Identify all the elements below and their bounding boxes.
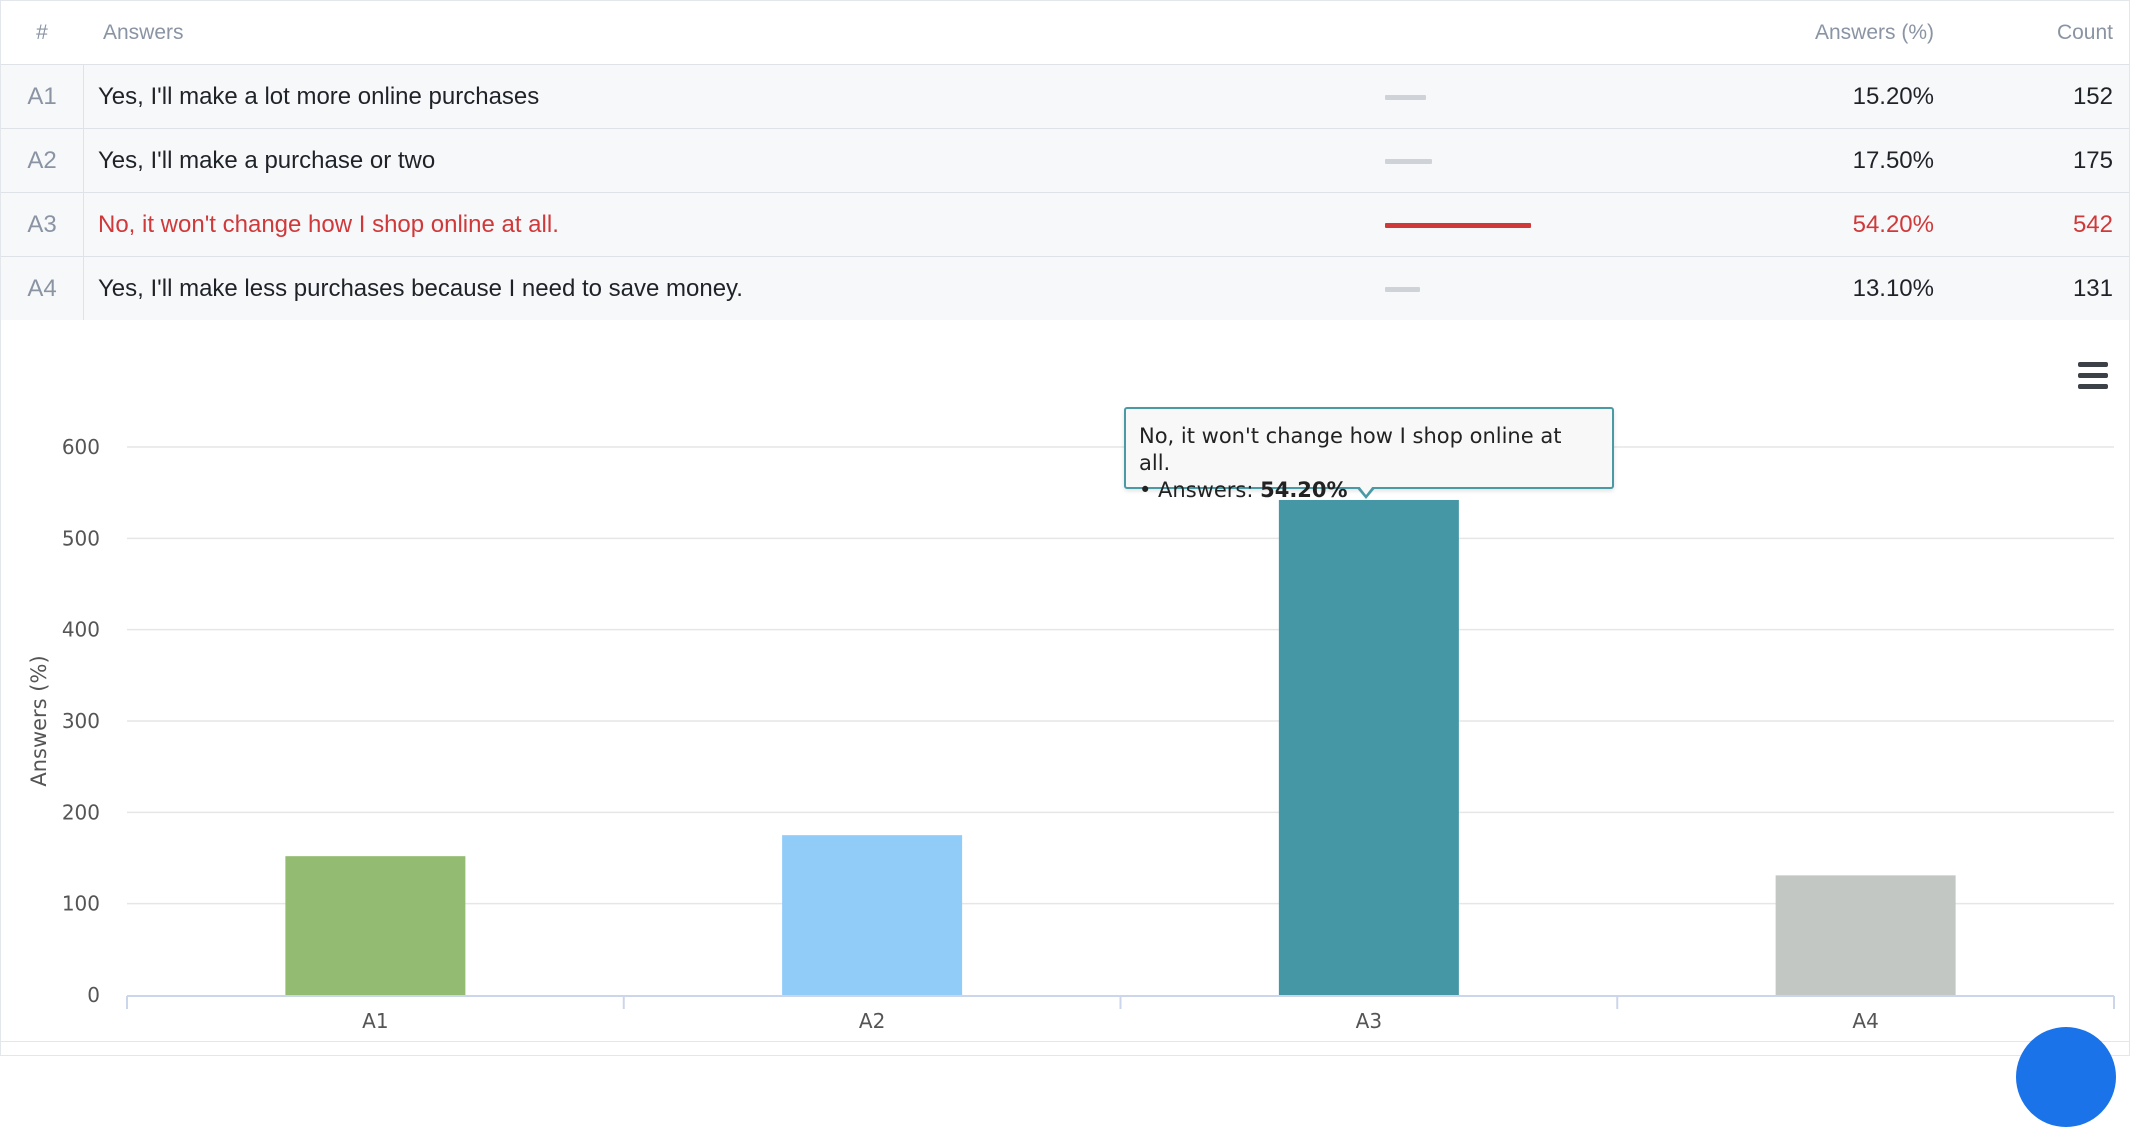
y-tick-label: 400: [62, 618, 100, 642]
x-tick-label: A4: [1852, 1009, 1878, 1033]
tooltip-title: No, it won't change how I shop online at…: [1139, 424, 1562, 475]
table-row[interactable]: A2 Yes, I'll make a purchase or two 17.50%…: [1, 129, 2129, 193]
header-number: #: [36, 21, 48, 44]
x-tick-label: A3: [1356, 1009, 1382, 1033]
chart-tooltip: No, it won't change how I shop online at…: [1124, 407, 1614, 502]
bar-a3[interactable]: [1278, 499, 1459, 995]
bottom-divider: [0, 1041, 2130, 1042]
row-share-bar: [1385, 287, 1420, 292]
row-id: A4: [1, 257, 84, 320]
row-id: A2: [1, 129, 84, 192]
row-answer-text: Yes, I'll make less purchases because I …: [98, 275, 743, 302]
header-answers[interactable]: Answers: [103, 21, 184, 44]
tooltip-label: • Answers:: [1139, 478, 1261, 502]
bar-a1[interactable]: [285, 856, 466, 995]
table-header: # Answers Answers (%) Count: [1, 1, 2129, 65]
row-percent: 15.20%: [1852, 83, 1934, 110]
x-tick-label: A1: [362, 1009, 388, 1033]
row-id: A3: [1, 193, 84, 256]
header-percent[interactable]: Answers (%): [1814, 21, 1934, 44]
y-tick-label: 200: [62, 800, 100, 824]
bar-a2[interactable]: [782, 835, 963, 995]
tooltip-value-line: • Answers: 54.20%: [1139, 477, 1599, 504]
row-answer-text: Yes, I'll make a lot more online purchas…: [98, 83, 540, 110]
row-count: 542: [2072, 211, 2113, 238]
tooltip-value: 54.20%: [1260, 478, 1348, 502]
row-id: A1: [1, 65, 84, 128]
answers-bar-chart: 0 100 200 300 400 500 600 A1 A2 A3 A4 Answers (%): [27, 435, 2115, 1033]
row-answer-text: No, it won't change how I shop online at…: [98, 211, 559, 238]
row-count: 131: [2072, 275, 2113, 302]
tooltip-arrow-inner: [1359, 486, 1373, 495]
table-body: A1 Yes, I'll make a lot more online purch…: [1, 65, 2129, 320]
y-tick-label: 500: [62, 526, 100, 550]
row-count: 152: [2072, 83, 2113, 110]
row-share-bar: [1385, 223, 1531, 228]
answers-table: # Answers Answers (%) Count A1 Yes, I'll …: [1, 1, 2129, 320]
chart-menu-icon[interactable]: [2078, 362, 2108, 390]
row-count: 175: [2072, 147, 2113, 174]
header-count[interactable]: Count: [2056, 21, 2113, 44]
table-row[interactable]: A1 Yes, I'll make a lot more online purch…: [1, 65, 2129, 129]
y-tick-label: 100: [62, 892, 100, 916]
y-tick-label: 300: [62, 709, 100, 733]
row-answer-text: Yes, I'll make a purchase or two: [98, 147, 436, 174]
y-tick-label: 0: [87, 983, 100, 1007]
table-row[interactable]: A3 No, it won't change how I shop online …: [1, 193, 2129, 257]
table-row[interactable]: A4 Yes, I'll make less purchases because …: [1, 257, 2129, 320]
y-tick-label: 600: [62, 435, 100, 459]
bar-a4[interactable]: [1775, 875, 1956, 995]
row-share-bar: [1385, 95, 1426, 100]
row-share-bar: [1385, 159, 1432, 164]
row-percent: 54.20%: [1852, 211, 1934, 238]
row-percent: 13.10%: [1852, 275, 1934, 302]
x-tick-label: A2: [859, 1009, 885, 1033]
floating-action-button[interactable]: [2016, 1027, 2116, 1127]
row-percent: 17.50%: [1852, 147, 1934, 174]
y-axis-title: Answers (%): [27, 655, 51, 786]
